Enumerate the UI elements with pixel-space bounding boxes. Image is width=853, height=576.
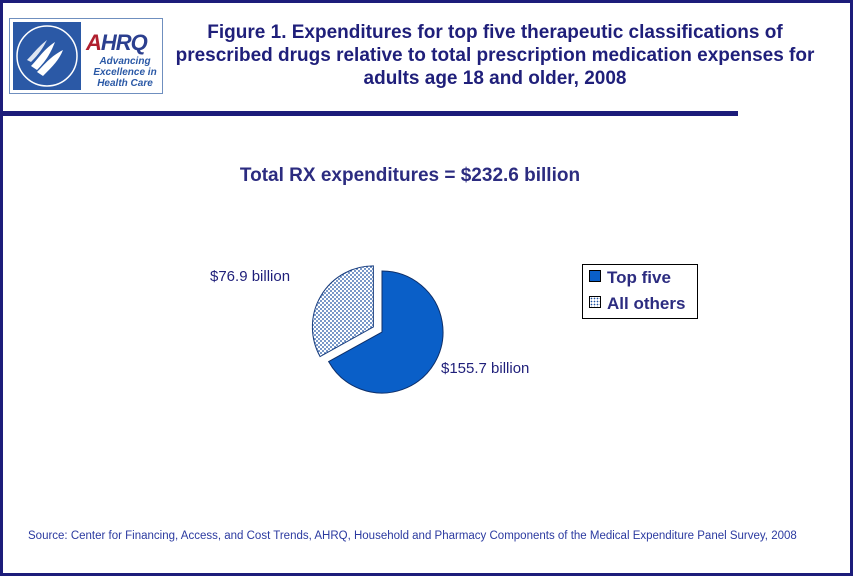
ahrq-wordmark: AHRQ bbox=[86, 30, 148, 55]
pie-slice-all-others bbox=[311, 265, 374, 358]
pie-slice-top-five bbox=[327, 270, 444, 394]
legend-label-top-five: Top five bbox=[607, 268, 671, 287]
figure-title: Figure 1. Expenditures for top five ther… bbox=[175, 22, 815, 89]
agency-logos: AHRQ Advancing Excellence in Health Care bbox=[9, 18, 163, 94]
slice-label-all-others: $76.9 billion bbox=[210, 268, 290, 285]
chart-title: Total RX expenditures = $232.6 billion bbox=[239, 165, 581, 186]
title-divider bbox=[3, 111, 738, 116]
legend-swatch-all-others bbox=[589, 296, 601, 308]
ahrq-logo: AHRQ Advancing Excellence in Health Care bbox=[82, 22, 159, 90]
hhs-seal-icon bbox=[13, 22, 81, 90]
slice-label-top-five: $155.7 billion bbox=[441, 360, 529, 377]
legend-swatch-top-five bbox=[589, 270, 601, 282]
ahrq-tagline: Advancing Excellence in Health Care bbox=[93, 56, 157, 89]
chart-legend: Top five All others bbox=[582, 264, 698, 319]
legend-item-top-five: Top five bbox=[589, 268, 671, 290]
legend-label-all-others: All others bbox=[607, 294, 686, 313]
source-note: Source: Center for Financing, Access, an… bbox=[28, 530, 797, 542]
legend-item-all-others: All others bbox=[589, 294, 685, 316]
